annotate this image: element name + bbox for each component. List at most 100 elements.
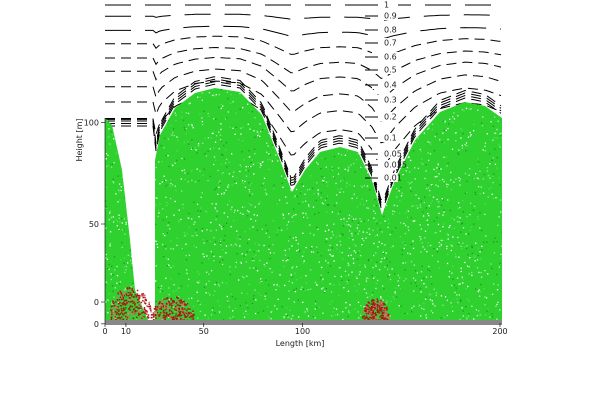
particle — [426, 184, 429, 186]
particle — [292, 221, 295, 223]
particle — [278, 121, 280, 123]
red-particle — [366, 304, 369, 307]
particle — [375, 282, 378, 284]
particle — [199, 303, 202, 306]
particle — [201, 123, 204, 126]
particle — [211, 309, 214, 311]
particle — [161, 160, 163, 163]
particle — [253, 267, 255, 269]
particle — [121, 222, 124, 224]
particle — [348, 167, 350, 169]
particle — [494, 116, 496, 118]
particle — [496, 241, 498, 243]
particle — [301, 286, 303, 288]
particle — [425, 314, 427, 317]
particle — [404, 232, 407, 235]
contour-line — [105, 68, 502, 122]
particle — [442, 132, 444, 134]
particle — [374, 276, 376, 278]
particle — [464, 261, 466, 264]
particle — [269, 154, 271, 156]
particle — [253, 259, 255, 262]
particle — [161, 290, 164, 292]
particle — [214, 207, 217, 210]
particle — [163, 147, 165, 149]
red-particle — [377, 304, 379, 306]
particle — [357, 224, 359, 226]
particle — [130, 176, 132, 179]
particle — [379, 191, 382, 193]
particle — [235, 112, 237, 114]
particle — [468, 174, 470, 176]
particle — [120, 152, 122, 154]
particle — [462, 132, 464, 135]
particle — [184, 235, 186, 237]
particle — [435, 133, 438, 135]
particle — [325, 288, 327, 290]
particle — [311, 134, 313, 136]
particle — [135, 318, 138, 320]
particle — [292, 315, 294, 317]
particle — [238, 279, 240, 281]
particle — [442, 199, 444, 201]
particle — [219, 139, 222, 141]
contour-label: 0.05 — [384, 150, 402, 159]
red-particle — [147, 305, 149, 308]
particle — [327, 185, 329, 187]
particle — [273, 184, 275, 187]
particle — [436, 251, 438, 253]
particle — [278, 227, 281, 229]
particle — [227, 186, 229, 188]
particle — [233, 319, 235, 320]
red-particle — [153, 312, 155, 314]
particle — [187, 143, 190, 145]
particle — [301, 191, 303, 193]
red-particle — [374, 308, 376, 310]
particle — [351, 133, 353, 135]
particle — [161, 181, 164, 183]
particle — [419, 98, 422, 100]
particle — [268, 284, 270, 286]
particle — [484, 145, 486, 148]
particle — [367, 108, 369, 111]
particle — [460, 299, 462, 301]
particle — [466, 215, 468, 218]
particle — [150, 229, 152, 232]
red-particle — [384, 314, 387, 316]
particle — [380, 297, 382, 299]
particle — [114, 287, 116, 289]
particle — [167, 264, 169, 266]
red-particle — [374, 307, 376, 309]
red-particle — [376, 317, 379, 320]
red-particle — [171, 312, 174, 314]
particle — [219, 242, 222, 244]
particle — [138, 156, 141, 159]
red-particle — [142, 293, 145, 295]
particle — [331, 137, 334, 139]
particle — [414, 270, 417, 272]
particle — [190, 318, 192, 320]
particle — [137, 265, 139, 268]
red-particle — [365, 307, 368, 309]
red-particle — [192, 317, 194, 319]
particle — [158, 161, 160, 163]
particle — [331, 166, 333, 168]
particle — [326, 238, 329, 240]
particle — [347, 254, 350, 257]
red-particle — [134, 299, 137, 301]
particle — [276, 231, 278, 233]
particle — [265, 192, 267, 194]
contour-label: 0.025 — [384, 161, 407, 170]
particle — [301, 97, 303, 99]
red-particle — [174, 302, 176, 304]
particle — [232, 101, 234, 103]
particle — [480, 276, 483, 278]
particle — [242, 213, 244, 215]
particle — [204, 314, 206, 316]
particle — [383, 257, 386, 259]
particle — [138, 200, 140, 203]
particle — [260, 164, 262, 166]
red-particle — [186, 312, 188, 315]
particle — [375, 219, 378, 221]
particle — [357, 137, 359, 139]
